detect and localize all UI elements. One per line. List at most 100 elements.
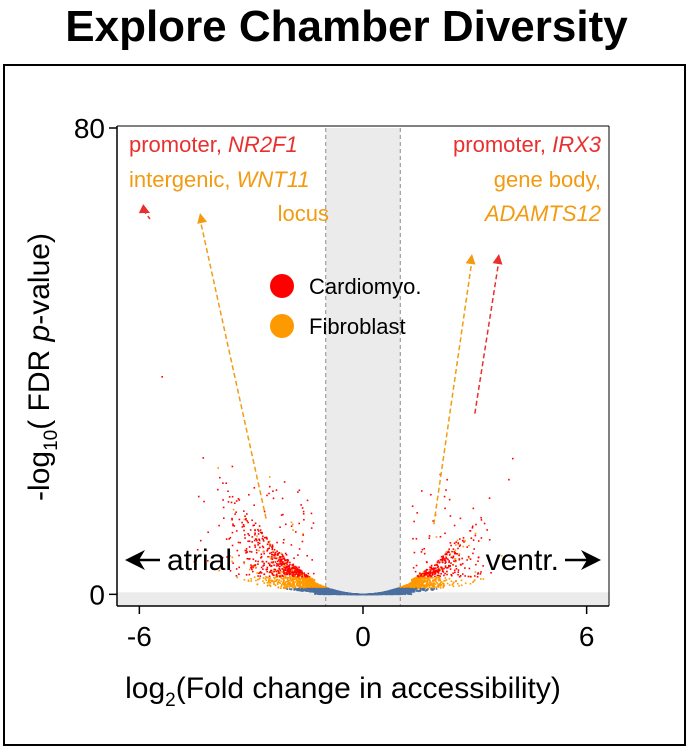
scatter-point [322, 590, 325, 592]
scatter-point [254, 544, 256, 547]
scatter-point [464, 567, 466, 569]
scatter-point [443, 582, 445, 585]
scatter-point [202, 457, 205, 459]
scatter-point [300, 589, 302, 592]
scatter-point [455, 580, 457, 583]
scatter-point [270, 565, 272, 568]
scatter-point [282, 577, 285, 579]
scatter-point [306, 499, 309, 502]
scatter-point [400, 593, 403, 596]
scatter-point [424, 579, 427, 582]
scatter-point [222, 482, 224, 484]
scatter-point [471, 526, 474, 529]
scatter-point [428, 573, 430, 575]
scatter-point [434, 575, 436, 578]
scatter-point [438, 576, 441, 578]
scatter-point [280, 577, 283, 580]
scatter-point [448, 554, 451, 556]
scatter-point [288, 573, 290, 575]
scatter-point [471, 525, 474, 528]
scatter-point [268, 579, 271, 582]
scatter-point [416, 590, 419, 592]
scatter-point [445, 489, 447, 491]
scatter-point [432, 520, 434, 522]
scatter-point [299, 586, 302, 588]
scatter-point [441, 559, 444, 562]
scatter-point [436, 570, 439, 572]
scatter-point [276, 541, 278, 544]
scatter-point [418, 576, 421, 578]
scatter-point [279, 582, 282, 585]
center-shade [325, 128, 401, 606]
scatter-point [296, 581, 299, 583]
scatter-point [231, 531, 234, 534]
scatter-point [293, 569, 296, 571]
scatter-point [444, 562, 447, 564]
scatter-point [276, 575, 278, 577]
scatter-point [265, 560, 268, 563]
scatter-point [308, 583, 311, 585]
scatter-point [288, 577, 290, 579]
scatter-point [443, 558, 446, 560]
scatter-point [426, 573, 428, 575]
scatter-point [440, 581, 442, 583]
scatter-point [256, 572, 259, 574]
scatter-point [257, 544, 259, 546]
scatter-point [441, 561, 444, 564]
scatter-point [273, 577, 276, 580]
scatter-point [464, 575, 466, 577]
scatter-point [423, 588, 425, 590]
scatter-point [412, 577, 415, 580]
scatter-point [421, 582, 424, 584]
scatter-point [258, 542, 261, 545]
scatter-point [305, 586, 308, 589]
scatter-point [222, 517, 225, 519]
scatter-point [482, 578, 485, 580]
scatter-point [300, 582, 302, 584]
scatter-point [273, 557, 275, 559]
scatter-point [405, 587, 407, 590]
scatter-point [318, 584, 321, 587]
scatter-point [403, 586, 405, 588]
scatter-point [216, 488, 219, 491]
scatter-point [295, 576, 297, 578]
scatter-point [381, 592, 384, 594]
scatter-point [261, 537, 264, 540]
scatter-point [446, 551, 449, 554]
scatter-point [234, 513, 236, 515]
scatter-point [250, 580, 252, 582]
scatter-point [259, 577, 261, 580]
scatter-point [249, 529, 252, 531]
scatter-point [272, 561, 275, 563]
scatter-point [305, 577, 308, 579]
scatter-point [446, 553, 448, 556]
scatter-point [432, 579, 434, 582]
scatter-point [301, 580, 304, 582]
scatter-point [284, 584, 286, 586]
scatter-point [417, 581, 419, 584]
scatter-point [425, 583, 428, 585]
scatter-point [282, 581, 285, 584]
scatter-point [298, 572, 300, 575]
scatter-point [284, 562, 287, 565]
scatter-point [308, 581, 311, 584]
scatter-point [261, 545, 264, 548]
scatter-point [435, 586, 437, 589]
scatter-point [437, 559, 440, 562]
scatter-point [275, 565, 278, 567]
scatter-point [447, 565, 450, 567]
scatter-point [309, 589, 312, 592]
scatter-point [271, 553, 274, 556]
scatter-point [269, 584, 271, 586]
scatter-point [429, 573, 432, 575]
scatter-point [245, 548, 248, 550]
scatter-point [437, 583, 440, 585]
scatter-point [450, 573, 453, 576]
scatter-point [427, 575, 429, 578]
scatter-point [438, 577, 440, 579]
scatter-point [441, 560, 444, 563]
scatter-point [480, 516, 482, 519]
scatter-point [252, 558, 255, 561]
scatter-point [417, 575, 420, 578]
scatter-point [284, 567, 287, 570]
